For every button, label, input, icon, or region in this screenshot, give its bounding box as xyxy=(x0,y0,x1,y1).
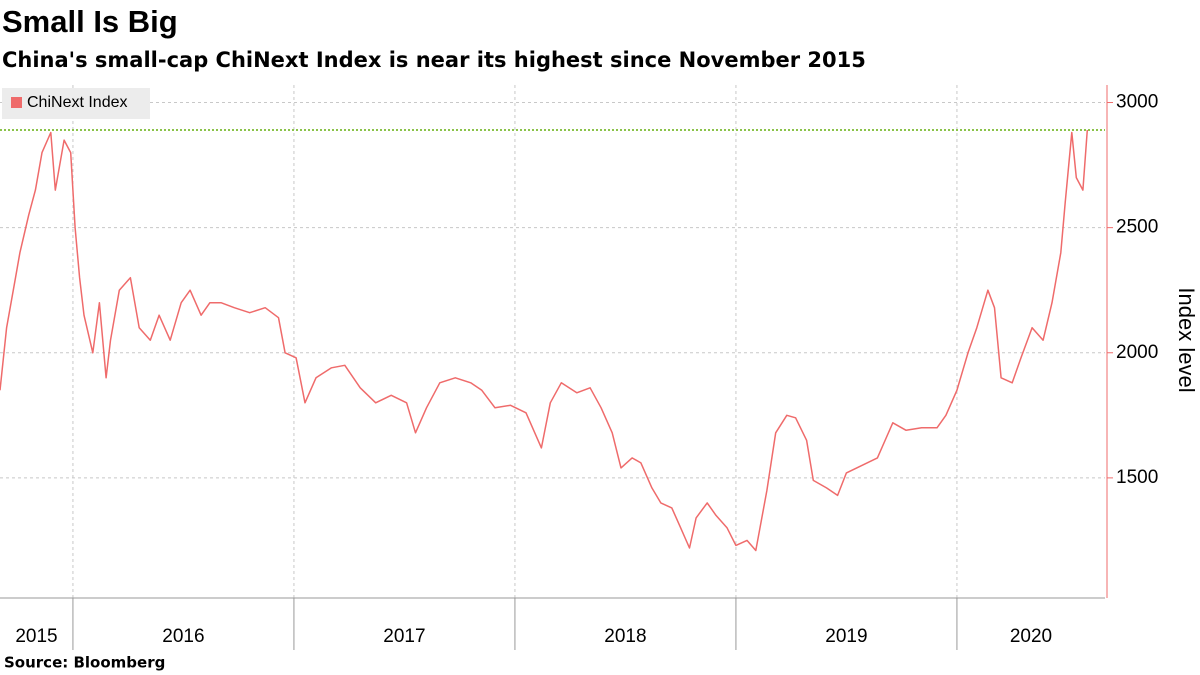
y-axis-label: Index level xyxy=(1174,287,1199,392)
source: Source: Bloomberg xyxy=(4,654,165,672)
x-tick-label: 2020 xyxy=(1010,626,1052,647)
chart-subtitle: China's small-cap ChiNext Index is near … xyxy=(2,48,866,72)
x-tick-label: 2018 xyxy=(604,626,646,647)
line-series xyxy=(0,129,1089,552)
x-tick-label: 2017 xyxy=(383,626,425,647)
x-tick-label: 2016 xyxy=(162,626,204,647)
legend-box xyxy=(2,88,150,119)
y-tick-label: 3000 xyxy=(1116,92,1158,113)
y-tick-label: 1500 xyxy=(1116,467,1158,488)
x-tick-label: 2015 xyxy=(15,626,57,647)
chart-title: Small Is Big xyxy=(2,4,178,39)
y-tick-label: 2500 xyxy=(1116,217,1158,238)
y-tick-label: 2000 xyxy=(1116,342,1158,363)
x-tick-label: 2019 xyxy=(825,626,867,647)
legend-swatch xyxy=(11,97,22,108)
legend-label: ChiNext Index xyxy=(27,94,128,111)
